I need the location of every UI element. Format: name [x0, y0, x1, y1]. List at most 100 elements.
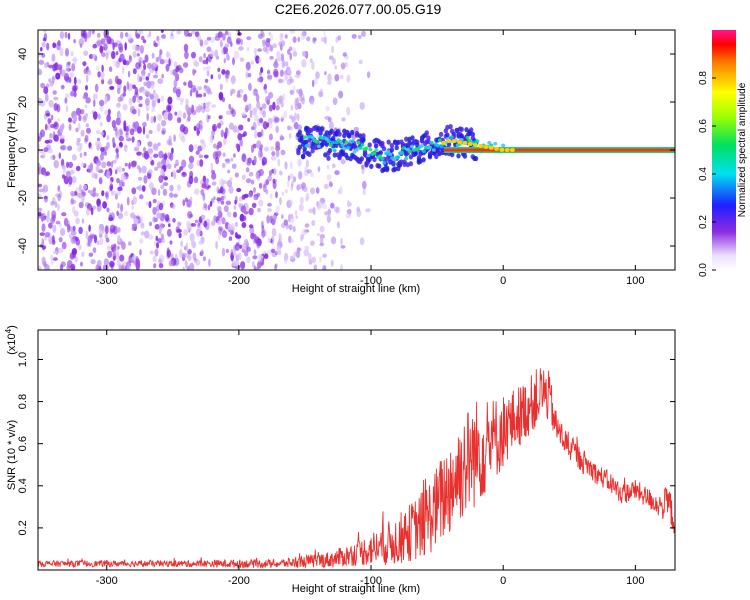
- noise-speck: [317, 166, 321, 173]
- colorbar-tick-label: 0.4: [698, 167, 709, 181]
- noise-speck: [290, 238, 294, 244]
- signal-halo: [408, 161, 414, 167]
- noise-speck: [181, 135, 186, 143]
- noise-speck: [60, 69, 66, 77]
- noise-speck: [294, 210, 298, 216]
- noise-speck: [230, 107, 234, 115]
- noise-speck: [258, 182, 263, 189]
- signal-core: [346, 145, 351, 150]
- noise-speck: [308, 259, 313, 265]
- noise-speck: [226, 110, 232, 116]
- noise-speck: [145, 103, 150, 112]
- noise-speck: [138, 30, 144, 35]
- noise-speck: [122, 103, 128, 111]
- noise-speck: [301, 229, 307, 236]
- noise-speck: [51, 240, 56, 245]
- noise-speck: [159, 59, 165, 65]
- noise-speck: [135, 258, 141, 267]
- noise-speck: [357, 34, 362, 40]
- noise-speck: [160, 119, 167, 127]
- noise-speck: [47, 117, 52, 125]
- noise-speck: [72, 238, 77, 245]
- noise-speck: [251, 202, 257, 209]
- noise-speck: [176, 88, 181, 98]
- noise-speck: [95, 264, 100, 270]
- signal-core: [475, 139, 480, 143]
- noise-speck: [162, 182, 169, 187]
- noise-speck: [219, 178, 225, 187]
- noise-speck: [107, 245, 111, 251]
- noise-speck: [95, 165, 100, 172]
- noise-speck: [60, 227, 66, 237]
- noise-speck: [199, 139, 204, 144]
- noise-speck: [265, 179, 269, 186]
- noise-speck: [83, 115, 88, 121]
- noise-speck: [289, 126, 293, 131]
- noise-speck: [70, 90, 75, 97]
- noise-speck: [116, 258, 121, 267]
- noise-speck: [165, 63, 170, 72]
- noise-speck: [271, 214, 277, 220]
- signal-core: [493, 141, 498, 146]
- noise-speck: [198, 154, 203, 159]
- noise-speck: [246, 256, 251, 264]
- noise-speck: [70, 263, 76, 270]
- signal-core: [439, 144, 444, 149]
- noise-speck: [73, 115, 78, 123]
- noise-speck: [186, 201, 190, 207]
- noise-speck: [158, 222, 164, 231]
- noise-speck: [339, 185, 343, 195]
- signal-halo: [373, 143, 379, 149]
- noise-speck: [51, 53, 56, 62]
- noise-speck: [177, 221, 182, 227]
- noise-speck: [311, 220, 316, 226]
- noise-speck: [195, 228, 201, 237]
- noise-speck: [262, 110, 267, 118]
- noise-speck: [43, 86, 49, 95]
- noise-speck: [137, 73, 140, 83]
- noise-speck: [209, 134, 214, 144]
- noise-speck: [270, 156, 277, 161]
- noise-speck: [130, 160, 137, 168]
- noise-speck: [189, 262, 195, 270]
- noise-speck: [342, 52, 347, 57]
- signal-halo: [426, 139, 431, 145]
- noise-speck: [249, 226, 255, 235]
- noise-speck: [262, 183, 267, 193]
- noise-speck: [202, 256, 206, 262]
- noise-speck: [51, 210, 57, 219]
- noise-speck: [200, 188, 205, 196]
- noise-speck: [112, 255, 116, 261]
- noise-speck: [85, 85, 88, 91]
- signal-core: [386, 149, 391, 154]
- noise-speck: [245, 178, 252, 184]
- noise-speck: [288, 224, 293, 231]
- signal-halo: [377, 163, 382, 169]
- noise-speck: [244, 250, 249, 257]
- noise-speck: [104, 95, 108, 104]
- noise-speck: [99, 233, 103, 239]
- x-tick-label: -300: [96, 575, 118, 587]
- noise-speck: [173, 163, 177, 169]
- noise-speck: [149, 93, 155, 100]
- noise-speck: [58, 152, 62, 159]
- noise-speck: [264, 253, 269, 260]
- noise-speck: [224, 43, 229, 48]
- noise-speck: [99, 153, 104, 161]
- noise-speck: [40, 82, 45, 89]
- noise-speck: [38, 211, 42, 217]
- noise-speck: [227, 54, 230, 61]
- noise-speck: [52, 42, 57, 49]
- carrier-line: [443, 148, 675, 152]
- signal-halo: [307, 151, 312, 157]
- signal-halo: [381, 146, 387, 152]
- noise-speck: [245, 167, 250, 173]
- noise-speck: [235, 39, 241, 45]
- noise-speck: [274, 59, 278, 66]
- noise-speck: [202, 222, 208, 227]
- carrier-spot: [494, 146, 500, 151]
- noise-speck: [217, 234, 221, 240]
- noise-speck: [199, 39, 204, 47]
- noise-speck: [100, 147, 105, 152]
- noise-speck: [132, 196, 137, 205]
